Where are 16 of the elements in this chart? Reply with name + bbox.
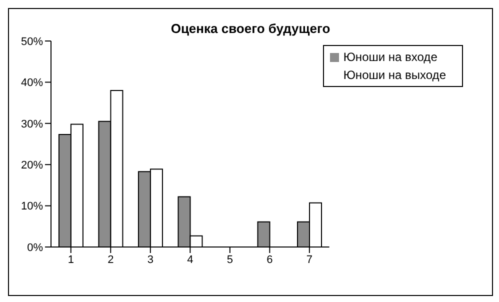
x-tick-label: 4 <box>187 254 194 266</box>
chart-title: Оценка своего будущего <box>170 21 332 36</box>
legend-label: Юноши на входе <box>343 50 438 64</box>
y-tick-label: 10% <box>20 200 44 213</box>
x-tick-label: 5 <box>226 254 233 266</box>
x-tick-label: 7 <box>306 254 312 266</box>
y-tick-label: 20% <box>20 160 44 172</box>
x-tick-label: 6 <box>266 254 273 266</box>
y-tick-label: 40% <box>20 77 44 90</box>
text: Юноши на выходе <box>343 68 446 82</box>
y-tick-label: 50% <box>20 36 44 48</box>
x-tick-label: 2 <box>108 254 114 266</box>
y-tick-label: 30% <box>20 118 44 130</box>
x-tick-label: 3 <box>147 254 154 266</box>
y-tick-label: 0% <box>27 242 44 254</box>
x-tick-label: 1 <box>68 254 74 266</box>
